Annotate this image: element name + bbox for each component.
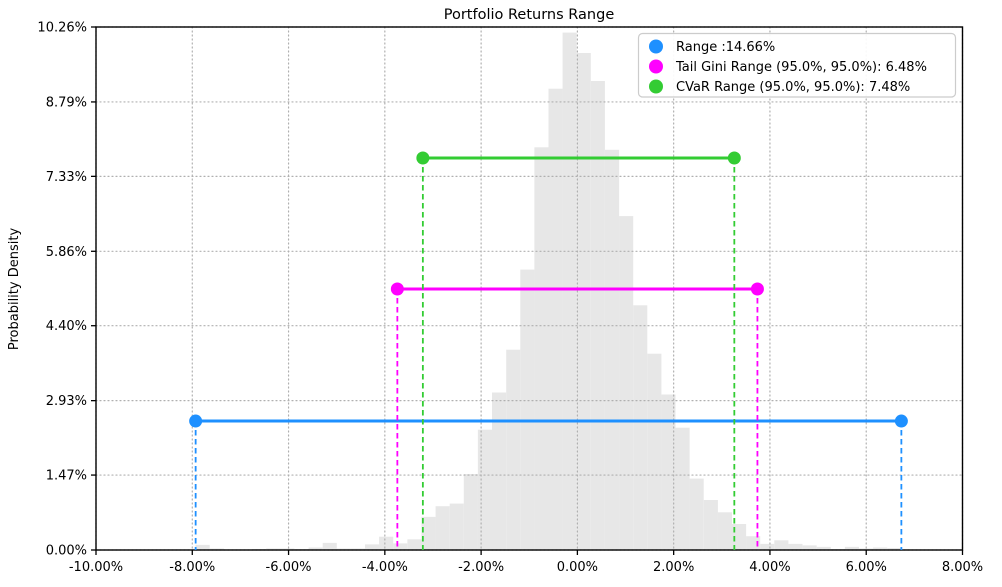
x-tick-label: 2.00%: [653, 560, 694, 575]
histogram-bar: [590, 81, 605, 550]
x-tick-label: -2.00%: [458, 560, 504, 575]
legend-label-cvar: CVaR Range (95.0%, 95.0%): 7.48%: [676, 80, 910, 95]
histogram-bar: [365, 544, 380, 550]
histogram-bar: [435, 506, 450, 550]
histogram-bar: [379, 536, 394, 550]
range-left-endpoint-dot: [189, 414, 203, 428]
histogram-bar: [605, 149, 620, 551]
histogram-bar: [802, 545, 817, 550]
x-tick-label: -8.00%: [169, 560, 215, 575]
histogram-bar: [859, 548, 874, 550]
cvar-left-endpoint-dot: [416, 151, 430, 165]
histogram-bar: [421, 516, 436, 550]
range-right-endpoint-dot: [894, 414, 908, 428]
y-tick-label: 0.00%: [46, 544, 87, 559]
histogram-bar: [280, 548, 295, 550]
histogram-bar: [322, 542, 337, 550]
histogram-bar: [520, 269, 535, 550]
histogram-bar: [873, 547, 888, 550]
histogram-bar: [619, 216, 634, 550]
histogram-bar: [760, 543, 775, 550]
y-tick-label: 10.26%: [37, 21, 87, 36]
y-tick-label: 1.47%: [46, 469, 87, 484]
histogram-bar: [774, 540, 789, 550]
legend-box: [637, 32, 957, 98]
histogram-bar: [703, 500, 718, 550]
histogram-bar: [887, 548, 902, 550]
histogram-bar: [336, 548, 351, 550]
tail-gini-right-endpoint-dot: [750, 282, 764, 296]
histogram-bar: [717, 512, 732, 550]
histogram-bar: [746, 536, 761, 550]
tail-gini-left-endpoint-dot: [390, 282, 404, 296]
legend-marker-cvar: [649, 79, 663, 94]
histogram-bar: [661, 394, 676, 550]
histogram-bar: [492, 392, 507, 550]
histogram-bar: [449, 503, 464, 550]
x-tick-label: 4.00%: [749, 560, 790, 575]
histogram-bar: [477, 429, 492, 550]
histogram-bar: [576, 53, 591, 550]
histogram-bar: [195, 544, 210, 550]
legend-marker-tail-gini: [649, 59, 663, 74]
histogram-bar: [562, 32, 577, 551]
histogram-bar: [350, 548, 365, 550]
y-tick-label: 4.40%: [46, 319, 87, 334]
histogram-bar: [675, 427, 690, 550]
histogram-bar: [393, 543, 408, 550]
histogram-bar: [266, 548, 281, 550]
histogram-bar: [816, 546, 831, 550]
legend-label-range: Range :14.66%: [676, 40, 775, 55]
y-tick-label: 2.93%: [46, 394, 87, 409]
x-tick-label: 0.00%: [557, 560, 598, 575]
y-tick-label: 7.33%: [46, 170, 87, 185]
legend: Range :14.66% Tail Gini Range (95.0%, 95…: [637, 32, 957, 98]
y-tick-label: 5.86%: [46, 245, 87, 260]
histogram-bar: [633, 305, 648, 550]
histogram-bar: [548, 88, 563, 550]
histogram-bar: [308, 547, 323, 550]
histogram-layer: [195, 32, 902, 551]
plot-box-spines: [95, 26, 964, 551]
axes-layer: -10.00% -8.00% -6.00% -4.00% -2.00% 0.00% 2.00…: [37, 21, 983, 576]
histogram-bar: [463, 474, 478, 550]
range-lines-layer: [189, 151, 908, 550]
histogram-bar: [534, 147, 549, 551]
histogram-bar: [788, 543, 803, 550]
x-tick-label: -6.00%: [266, 560, 312, 575]
histogram-bar: [844, 546, 859, 550]
histogram-bar: [647, 353, 662, 550]
legend-marker-range: [649, 39, 663, 54]
x-tick-label: -4.00%: [362, 560, 408, 575]
x-tick-label: 8.00%: [942, 560, 983, 575]
cvar-right-endpoint-dot: [727, 151, 741, 165]
x-tick-label: 6.00%: [846, 560, 887, 575]
x-tick-label: -10.00%: [69, 560, 123, 575]
histogram-bar: [732, 524, 747, 550]
histogram-bar: [407, 539, 422, 550]
y-tick-label: 8.79%: [46, 95, 87, 110]
chart-title: Portfolio Returns Range: [444, 7, 615, 23]
histogram-bar: [209, 548, 224, 550]
legend-label-tail-gini: Tail Gini Range (95.0%, 95.0%): 6.48%: [675, 60, 927, 75]
y-axis-label: Probability Density: [7, 228, 22, 351]
histogram-bar: [689, 478, 704, 550]
histogram-bar: [506, 349, 521, 550]
